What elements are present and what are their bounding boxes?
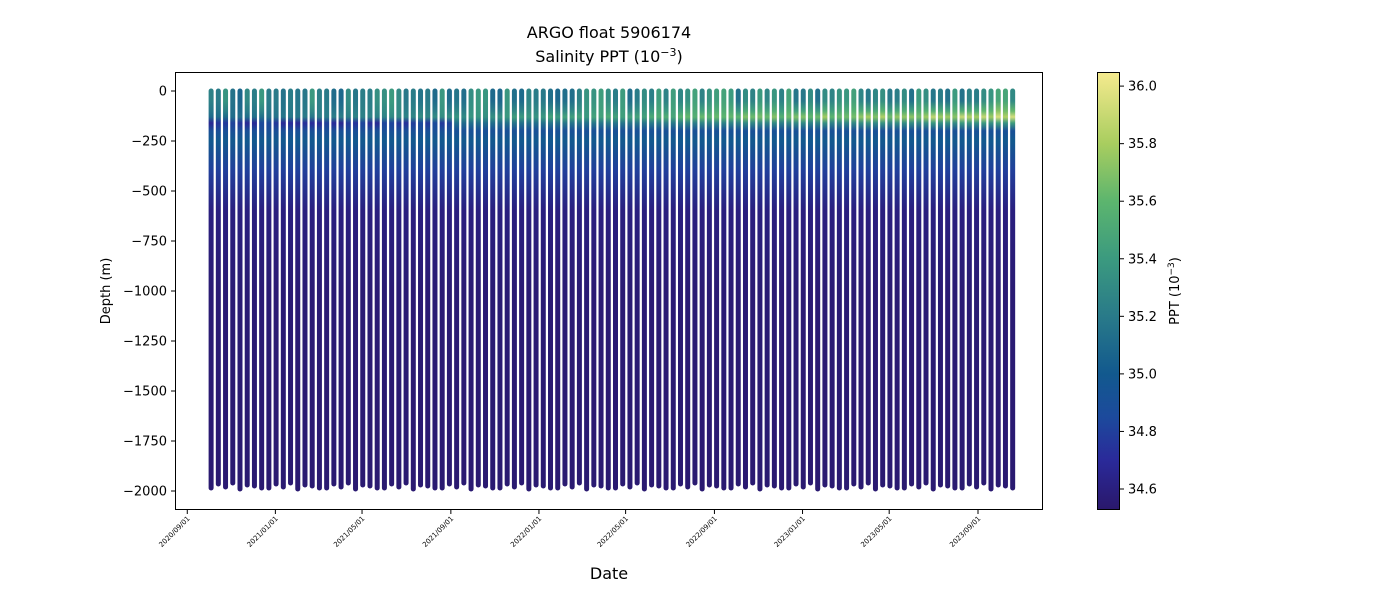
y-tick-label: −1500: [123, 385, 167, 400]
x-tick-label: 2023/01/01: [773, 515, 807, 549]
plot-frame: [175, 72, 1043, 510]
x-tick-label: 2022/01/01: [509, 515, 543, 549]
y-tick-label: −750: [131, 235, 167, 250]
colorbar-gradient: [1097, 72, 1120, 510]
x-tick-label: 2020/09/01: [157, 515, 191, 549]
x-tick-label: 2021/09/01: [421, 515, 455, 549]
x-axis: 2020/09/01 2021/01/01 2021/05/01 2021/09/01…: [157, 510, 982, 549]
y-tick-label: −500: [131, 185, 167, 200]
chart-title: ARGO float 5906174: [527, 23, 691, 42]
y-tick-label: −1750: [123, 435, 167, 450]
y-tick-label: −2000: [123, 485, 167, 500]
x-tick-label: 2023/05/01: [859, 515, 893, 549]
colorbar: 34.6 34.8 35.0 35.2 35.4 35.6 35.8 36.0 PPT (10…: [1097, 72, 1183, 510]
x-tick-label: 2022/09/01: [685, 515, 719, 549]
colorbar-label: PPT (10−3): [1167, 257, 1183, 325]
x-tick-label: 2022/05/01: [596, 515, 630, 549]
y-tick-label: −250: [131, 135, 167, 150]
y-axis: 0 −250 −500 −750 −1000 −1250 −1500 −1750 −2000: [123, 85, 175, 500]
profile-points: [208, 88, 1016, 492]
colorbar-tick-label: 35.6: [1128, 195, 1157, 210]
y-axis-label: Depth (m): [99, 258, 114, 325]
y-tick-label: 0: [159, 85, 167, 100]
chart-subtitle: Salinity PPT (10−3): [535, 46, 683, 66]
x-axis-label: Date: [590, 564, 628, 583]
x-tick-label: 2023/09/01: [948, 515, 982, 549]
x-tick-label: 2021/01/01: [246, 515, 280, 549]
colorbar-tick-label: 34.8: [1128, 425, 1157, 440]
x-tick-label: 2021/05/01: [332, 515, 366, 549]
colorbar-tick-label: 35.2: [1128, 310, 1157, 325]
colorbar-tick-label: 35.0: [1128, 367, 1157, 382]
y-tick-label: −1250: [123, 335, 167, 350]
colorbar-tick-label: 36.0: [1128, 80, 1157, 95]
y-tick-label: −1000: [123, 285, 167, 300]
colorbar-tick-label: 35.8: [1128, 137, 1157, 152]
colorbar-tick-label: 35.4: [1128, 252, 1157, 267]
colorbar-tick-label: 34.6: [1128, 482, 1157, 497]
